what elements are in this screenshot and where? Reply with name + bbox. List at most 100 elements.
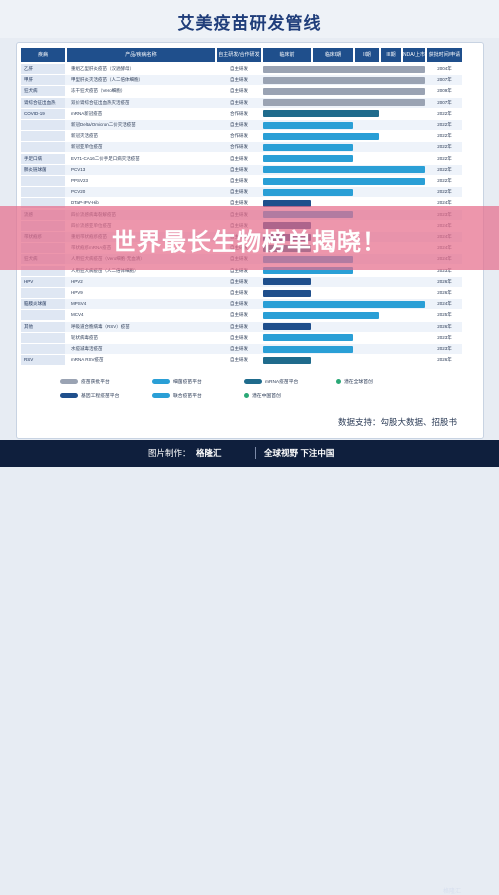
row-category (21, 120, 65, 130)
legend-item: mRNA疫苗平台 (244, 378, 298, 385)
pipeline-bar (263, 87, 425, 95)
table-row: 新冠亚单位疫苗 合作研发 2022年 (21, 142, 462, 153)
row-source: 自主研发 (230, 346, 248, 351)
row-year: 2025年 (437, 312, 452, 318)
pipeline-bar (263, 323, 311, 331)
table-row: 乙肝 重组乙型肝炎疫苗（汉逊酵母） 自主研发 2004年 (21, 64, 462, 74)
legend-item: 细菌疫苗平台 (152, 378, 202, 385)
row-source: 自主研发 (230, 334, 248, 340)
table-row: 新冠Delta/Omicron二价灭活疫苗 自主研发 2022年 (21, 120, 462, 130)
row-product: mRNA RSV疫苗 (71, 357, 104, 363)
legend-item: 潜在全球首创 (336, 378, 373, 385)
pipeline-bar (263, 110, 379, 118)
row-product: HPV9 (71, 290, 83, 295)
row-product: mRNA新冠疫苗 (71, 110, 103, 116)
legend-item: 潜在中国首创 (244, 392, 281, 399)
legend-label: 潜在全球首创 (344, 380, 373, 385)
row-source: 自主研发 (230, 189, 248, 195)
legend-swatch (244, 379, 262, 385)
pipeline-bar (263, 345, 353, 353)
row-category: HPV (21, 276, 65, 287)
legend-item: 联合疫苗平台 (152, 392, 202, 399)
row-year: 2023年 (437, 334, 452, 340)
row-category: 其他 (21, 321, 65, 332)
row-year: 2007年 (437, 99, 452, 105)
table-row: 人用狂犬病疫苗（人二倍体细胞） 自主研发 2023年 (21, 265, 462, 276)
row-product: MCV4 (71, 312, 84, 318)
row-year: 2026年 (437, 278, 452, 284)
row-year: 2024年 (437, 301, 452, 307)
row-category (21, 176, 65, 186)
footer-maker-label: 图片制作： (148, 448, 191, 458)
row-product: 新冠灭活疫苗 (71, 133, 98, 139)
row-source: 自主研发 (230, 301, 248, 307)
header-source: 自主研发/合作研发 (217, 48, 261, 62)
row-category: 手足口病 (21, 153, 65, 164)
caption-overlay: 世界最长生物榜单揭晓！ (0, 206, 499, 270)
footer: 图片制作： 格隆汇 全球视野 下注中国 格隆汇 (0, 440, 499, 895)
table-row: PCV20 自主研发 2022年 (21, 187, 462, 198)
row-source: 自主研发 (230, 267, 248, 273)
row-year: 2022年 (437, 122, 452, 127)
row-source: 自主研发 (230, 357, 248, 363)
row-source: 自主研发 (230, 200, 248, 206)
row-product: PCV13 (71, 166, 86, 172)
row-category (21, 265, 65, 276)
row-category: 肺炎链球菌 (21, 164, 65, 175)
row-year: 2023年 (437, 267, 452, 273)
row-category (21, 310, 65, 321)
table-row: 脑膜炎球菌 MPSV4 自主研发 2024年 (21, 299, 462, 310)
row-product: 轮状病毒疫苗 (71, 334, 98, 340)
pipeline-bar (263, 356, 311, 364)
row-year: 2023年 (437, 346, 452, 351)
row-category (21, 198, 65, 209)
row-product: 冻干狂犬疫苗（Vero细胞） (71, 88, 126, 94)
pipeline-bar (263, 311, 379, 319)
legend-swatch (244, 393, 249, 399)
row-year: 2022年 (437, 189, 452, 195)
pipeline-bar (263, 177, 425, 185)
row-source: 合作研发 (230, 144, 248, 150)
table-row: DTaP-IPV-Hib 自主研发 2024年 (21, 198, 462, 209)
row-year: 2024年 (437, 200, 452, 206)
row-category: 脑膜炎球菌 (21, 299, 65, 310)
pipeline-bar (263, 300, 425, 308)
page-title: 艾美疫苗研发管线 (177, 14, 322, 33)
row-year: 2009年 (437, 88, 452, 94)
row-product: 呼吸道合胞病毒（RSV）疫苗 (71, 323, 130, 329)
table-row: 新冠灭活疫苗 合作研发 2022年 (21, 131, 462, 142)
row-year: 2022年 (437, 178, 452, 183)
header-disease: 疾病 (21, 48, 65, 62)
row-source: 合作研发 (230, 133, 248, 139)
table-row: RSV mRNA RSV疫苗 自主研发 2026年 (21, 355, 462, 366)
footer-divider (255, 447, 256, 459)
header-phase3: III期 (381, 48, 401, 62)
header-product: 产品/疾病名称 (67, 48, 215, 62)
pipeline-bar (263, 289, 311, 297)
pipeline-bar (263, 132, 379, 140)
table-row: 轮状病毒疫苗 自主研发 2023年 (21, 332, 462, 343)
table-row: MCV4 自主研发 2025年 (21, 310, 462, 321)
row-product: PCV20 (71, 189, 86, 195)
legend-item: 疫苗获批平台 (60, 378, 110, 385)
row-category (21, 332, 65, 343)
legend-swatch (152, 379, 170, 385)
pipeline-bar (263, 65, 425, 73)
row-source: 自主研发 (230, 290, 248, 295)
table-row: 肺炎链球菌 PCV13 自主研发 2022年 (21, 164, 462, 175)
overlay-caption: 世界最长生物榜单揭晓！ (112, 229, 387, 256)
table-row: 其他 呼吸道合胞病毒（RSV）疫苗 自主研发 2026年 (21, 321, 462, 332)
row-product: 重组乙型肝炎疫苗（汉逊酵母） (71, 66, 134, 71)
footer-slogan: 全球视野 下注中国 (264, 448, 335, 458)
row-year: 2026年 (437, 290, 452, 295)
row-source: 自主研发 (230, 155, 248, 161)
row-year: 2007年 (437, 77, 452, 83)
pipeline-bar (263, 143, 353, 151)
row-year: 2022年 (437, 133, 452, 139)
row-year: 2026年 (437, 323, 452, 329)
row-product: 甲型肝炎灭活疫苗（人二倍体细胞） (71, 77, 143, 83)
row-category (21, 344, 65, 354)
row-source: 自主研发 (230, 166, 248, 172)
row-product: PPSV23 (71, 178, 89, 183)
header-phase1: 临床I期 (313, 48, 353, 62)
